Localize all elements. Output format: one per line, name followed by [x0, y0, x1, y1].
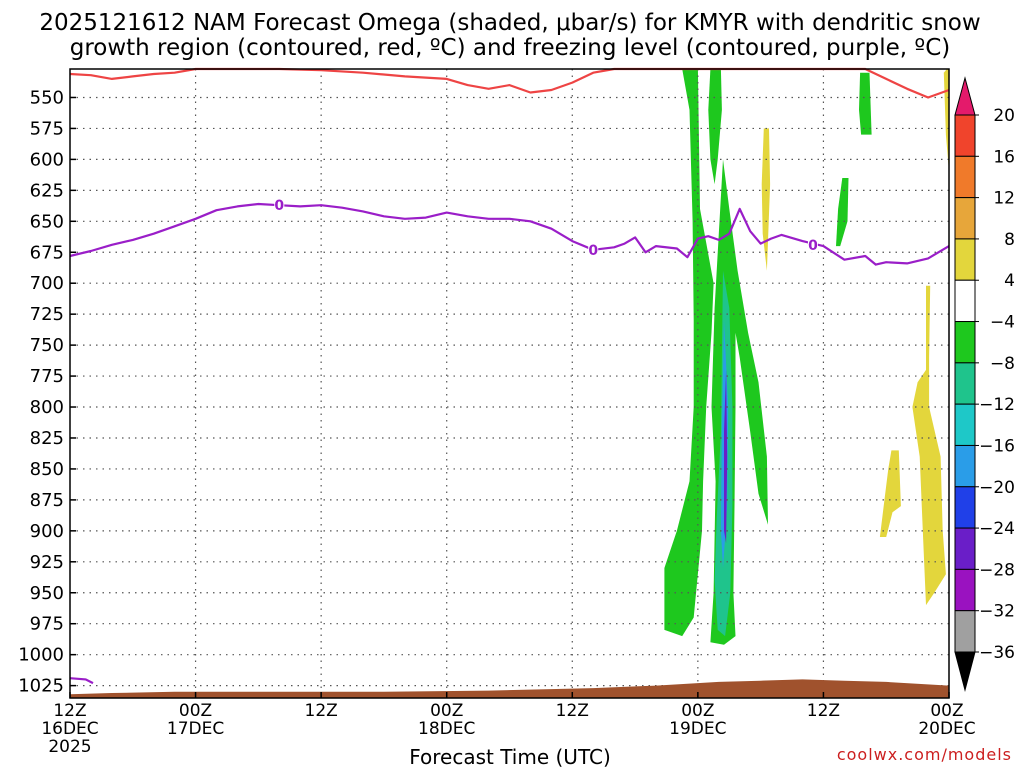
colorbar-label-8: −16 [979, 436, 1015, 456]
colorbar-cell-3 [954, 238, 976, 281]
freezing-label-bg-0 [274, 197, 285, 214]
x-tick-label-24-1: 12Z [305, 701, 338, 721]
colorbar-cell-5 [954, 321, 976, 364]
omega-yellow-4 [879, 450, 901, 537]
x-tick-label-36-2: 18DEC [418, 719, 475, 739]
omega-green-main [664, 69, 714, 637]
x-tick-label-72-1: 12Z [807, 701, 840, 721]
colorbar-cell-10 [954, 527, 976, 570]
x-tick-label-84-2: 20DEC [918, 719, 975, 739]
freezing-level-contour [69, 202, 950, 266]
y-tick-label-550: 550 [30, 87, 64, 108]
x-tick-label-12-2: 17DEC [167, 719, 224, 739]
omega-yellow-3 [912, 285, 946, 606]
colorbar-cell-4 [954, 279, 976, 323]
gridlines [70, 69, 949, 698]
dgz-red-contour [69, 67, 950, 99]
colorbar-cell-9 [954, 486, 976, 529]
colorbar-cell-1 [954, 155, 976, 199]
y-tick-label-750: 750 [30, 335, 64, 356]
y-tick-label-1000: 1000 [18, 645, 64, 666]
y-tick-label-900: 900 [30, 521, 64, 542]
y-tick-label-925: 925 [30, 552, 64, 573]
plot-frame [69, 68, 950, 699]
colorbar-label-0: 20 [993, 106, 1015, 126]
x-tick-label-0-1: 12Z [53, 701, 86, 721]
colorbar-cell-0 [954, 114, 976, 157]
y-tick-label-800: 800 [30, 397, 64, 418]
colorbar-cell-11 [954, 568, 976, 612]
freezing-label-bg-1 [588, 241, 599, 258]
y-tick-label-650: 650 [30, 211, 64, 232]
x-axis-label: Forecast Time (UTC) [409, 745, 611, 768]
x-tick-label-36-1: 00Z [430, 701, 463, 721]
contours: 0 0 0 [69, 67, 950, 685]
y-tick-label-625: 625 [30, 180, 64, 201]
colorbar-label-6: −8 [990, 354, 1015, 374]
freezing-level-label-0: 0 [274, 198, 284, 214]
colorbar: 20 16 12 8 4 −4 −8 −12 −16 −20 −24 −28 −32 −36 [954, 76, 1015, 692]
plot-area: 0 0 0 [69, 67, 950, 699]
colorbar-label-12: −32 [979, 602, 1015, 622]
freezing-level-contour-bottom [69, 677, 94, 685]
colorbar-top-arrow [954, 76, 976, 116]
chart-title-line-1: 2025121612 NAM Forecast Omega (shaded, μ… [39, 10, 980, 36]
omega-purple [724, 369, 728, 544]
y-tick-label-950: 950 [30, 583, 64, 604]
y-tick-label-875: 875 [30, 490, 64, 511]
colorbar-label-10: −24 [979, 519, 1015, 539]
colorbar-cell-7 [954, 403, 976, 446]
omega-green-right1 [859, 72, 872, 135]
colorbar-label-4: 4 [1004, 271, 1015, 291]
chart-title-line-2: growth region (contoured, red, ºC) and f… [70, 35, 951, 61]
colorbar-label-9: −20 [979, 478, 1015, 498]
colorbar-bottom-arrow [954, 651, 976, 692]
y-tick-label-825: 825 [30, 428, 64, 449]
y-tick-label-675: 675 [30, 242, 64, 263]
x-tick-label-12-1: 00Z [179, 701, 212, 721]
x-tick-label-60-2: 19DEC [669, 719, 726, 739]
omega-green-right2 [836, 178, 849, 247]
freezing-level-label-2: 0 [808, 238, 818, 254]
omega-shading [664, 69, 949, 645]
colorbar-label-13: −36 [979, 643, 1015, 663]
colorbar-label-1: 16 [993, 147, 1015, 167]
freezing-level-label-1: 0 [588, 243, 598, 259]
y-tick-label-575: 575 [30, 118, 64, 139]
y-tick-label-975: 975 [30, 614, 64, 635]
colorbar-cell-8 [954, 444, 976, 488]
x-tick-label-0-2: 16DEC [41, 719, 98, 739]
colorbar-label-5: −4 [990, 313, 1015, 333]
omega-green-strip [708, 69, 722, 185]
y-tick-label-600: 600 [30, 149, 64, 170]
y-axis: 550 575 600 625 650 675 700 725 750 775 800 825 850 8… [18, 87, 76, 697]
freezing-label-bg-2 [807, 236, 818, 253]
omega-yellow-2 [943, 69, 949, 172]
colorbar-label-2: 12 [993, 189, 1015, 209]
credit-text: coolwx.com/models [837, 745, 1012, 764]
y-tick-label-775: 775 [30, 366, 64, 387]
terrain-fill [70, 679, 949, 698]
y-tick-label-1025: 1025 [18, 676, 64, 697]
y-tick-label-700: 700 [30, 273, 64, 294]
x-tick-label-0-3: 2025 [48, 737, 91, 757]
colorbar-label-3: 8 [1004, 230, 1015, 250]
omega-yellow-1 [761, 128, 771, 271]
x-tick-label-48-1: 12Z [556, 701, 589, 721]
colorbar-label-7: −12 [979, 395, 1015, 415]
y-tick-label-850: 850 [30, 459, 64, 480]
x-tick-label-84-1: 00Z [930, 701, 963, 721]
colorbar-label-11: −28 [979, 560, 1015, 580]
colorbar-cell-2 [954, 197, 976, 240]
terrain-area [70, 679, 949, 698]
x-tick-label-60-1: 00Z [681, 701, 714, 721]
y-tick-label-725: 725 [30, 304, 64, 325]
colorbar-cell-12 [954, 610, 976, 653]
colorbar-cell-6 [954, 362, 976, 405]
